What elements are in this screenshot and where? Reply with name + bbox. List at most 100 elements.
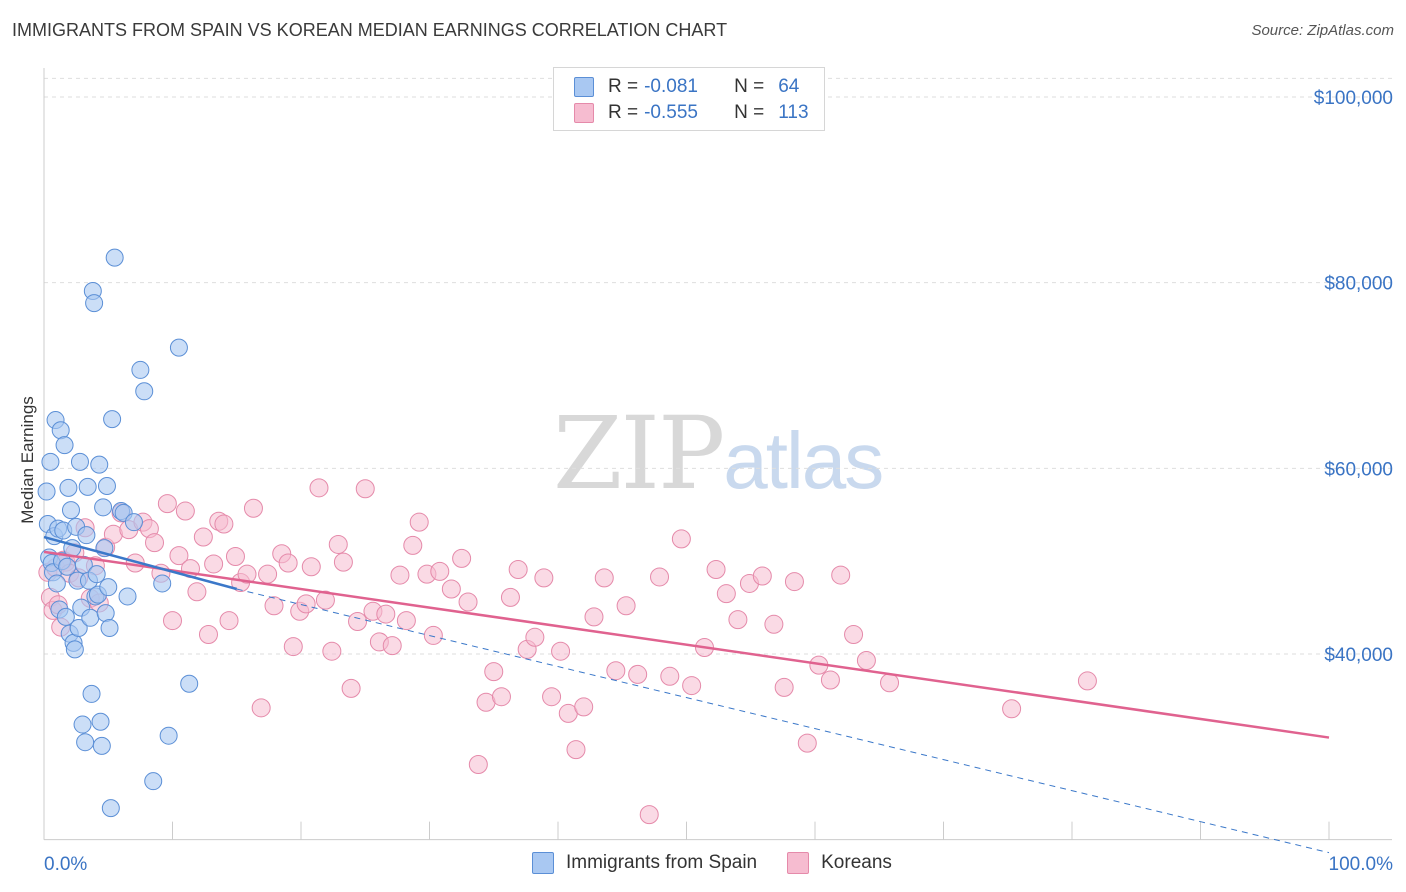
korean-point (594, 568, 614, 588)
chart-title: IMMIGRANTS FROM SPAIN VS KOREAN MEDIAN E… (12, 20, 728, 40)
korean-point (403, 535, 423, 555)
spain-point (56, 607, 75, 626)
legend-row-spain: R = -0.081 N = 64 (574, 75, 799, 99)
korean-legend-swatch-icon (787, 852, 810, 874)
korean-point (797, 733, 817, 753)
r-label: R = (608, 102, 639, 123)
korean-point (328, 534, 348, 554)
trend-lines (43, 535, 1330, 854)
korean-point (458, 592, 478, 612)
korean-point (198, 625, 218, 645)
korean-point (264, 596, 284, 616)
spain-point (118, 587, 137, 606)
spain-point (78, 477, 97, 496)
spain-point (90, 455, 109, 474)
spain-point (87, 565, 106, 584)
spain-point (105, 248, 124, 267)
n-label: N = (734, 102, 765, 123)
korean-point (163, 611, 182, 631)
series-legend: Immigrants from Spain Koreans (532, 852, 922, 874)
korean-point (706, 560, 726, 580)
korean-point (534, 568, 554, 588)
korean-point (831, 565, 851, 585)
axis-labels: $40,000 $60,000 $80,000 $100,000 0.0% 100.0% M… (18, 88, 1393, 875)
n-label: N = (734, 76, 765, 97)
spain-point (81, 608, 100, 627)
korean-point (348, 612, 368, 632)
korean-point (333, 552, 353, 572)
spain-point (92, 736, 111, 755)
n-value: 113 (778, 102, 809, 123)
korean-point (682, 676, 702, 696)
korean-point (296, 594, 316, 614)
y-axis-title: Median Earnings (18, 396, 37, 524)
spain-point (96, 604, 115, 623)
korean-point (341, 678, 361, 698)
korean-point (430, 561, 450, 581)
spain-point (73, 715, 92, 734)
korean-point (145, 533, 165, 553)
korean-point (551, 641, 571, 661)
korean-point (728, 610, 748, 630)
korean-swatch-icon (574, 103, 594, 123)
x-tick-label-max: 100.0% (1329, 854, 1394, 875)
spain-point (97, 476, 116, 495)
spain-point (91, 712, 110, 731)
korean-point (301, 557, 321, 577)
korean-point (243, 498, 263, 518)
korean-points (38, 478, 1097, 825)
spain-point (77, 526, 96, 545)
watermark-zip: ZIP (553, 395, 725, 512)
spain-points (37, 248, 199, 818)
spain-trend-extension (236, 588, 1330, 854)
korean-point (606, 661, 626, 681)
spain-point (153, 574, 172, 593)
korean-point (616, 596, 636, 616)
spain-point (180, 674, 199, 693)
legend-item-spain[interactable]: Immigrants from Spain (532, 852, 757, 874)
korean-point (187, 582, 207, 602)
spain-point (99, 578, 118, 597)
spain-point (82, 684, 101, 703)
x-tick-label-min: 0.0% (44, 854, 87, 875)
korean-point (784, 572, 804, 592)
spain-swatch-icon (574, 77, 594, 97)
legend-label-korean: Koreans (821, 852, 892, 873)
korean-point (716, 584, 736, 604)
korean-point (500, 587, 520, 607)
spain-point (69, 619, 88, 638)
legend-item-korean[interactable]: Koreans (787, 852, 892, 874)
spain-point (100, 619, 119, 638)
korean-point (574, 697, 594, 717)
spain-point (37, 482, 56, 501)
korean-point (258, 564, 278, 584)
korean-point (169, 546, 189, 566)
korean-point (322, 641, 342, 661)
spain-point (59, 478, 78, 497)
korean-point (193, 527, 213, 547)
legend-row-korean: R = -0.555 N = 113 (574, 101, 809, 125)
korean-point (175, 501, 195, 521)
korean-point (225, 547, 245, 567)
spain-trend-line (43, 535, 238, 591)
y-tick-label: $100,000 (1314, 88, 1393, 109)
spain-point (65, 640, 84, 659)
spain-point (85, 294, 104, 313)
korean-point (355, 479, 375, 499)
korean-point (204, 554, 224, 574)
y-tick-label: $40,000 (1324, 645, 1393, 666)
korean-point (278, 553, 298, 573)
spain-point (51, 421, 70, 440)
korean-point (283, 637, 303, 657)
r-value: -0.555 (644, 102, 698, 123)
korean-point (774, 677, 794, 697)
korean-point (628, 664, 648, 684)
korean-point (382, 636, 402, 656)
korean-point (491, 687, 511, 707)
spain-point (70, 452, 89, 471)
korean-point (764, 614, 784, 634)
korean-point (671, 529, 691, 549)
korean-point (639, 805, 659, 825)
korean-point (409, 512, 429, 532)
spain-point (135, 382, 154, 401)
